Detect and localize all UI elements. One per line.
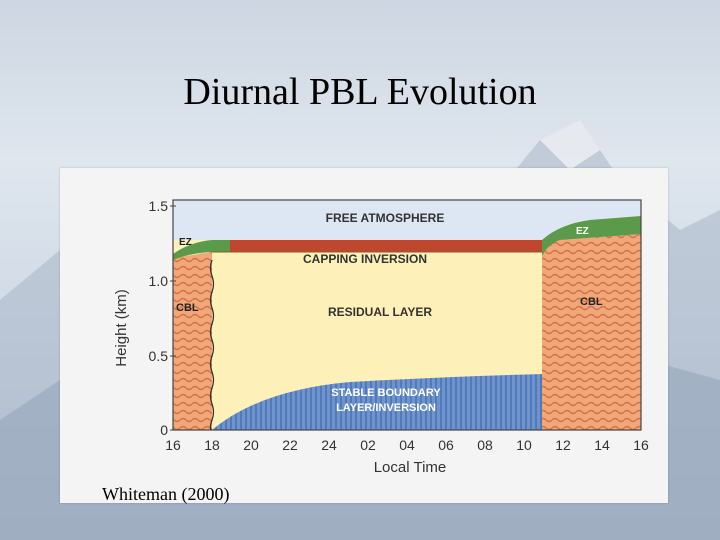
- x-tick-label: 04: [399, 437, 415, 453]
- x-ticks: 16 18 20 22 24 02 04 06 08 10 12 14 16: [165, 437, 649, 453]
- y-tick-label: 1.5: [149, 198, 169, 214]
- x-axis-label: Local Time: [374, 459, 447, 476]
- cbl-right-label: CBL: [580, 296, 603, 308]
- stable-layer-label-line1: STABLE BOUNDARY: [331, 387, 441, 399]
- capping-inversion-band: [230, 240, 542, 252]
- y-tick-label: 0: [160, 422, 168, 438]
- slide-title: Diurnal PBL Evolution: [183, 71, 537, 113]
- x-tick-label: 12: [555, 437, 571, 453]
- cbl-boundary-line: [209, 259, 215, 430]
- left-entrainment-zone: [173, 240, 230, 260]
- free-atmosphere-label: FREE ATMOSPHERE: [326, 211, 445, 225]
- x-tick-label: 22: [282, 437, 298, 453]
- y-tick-label: 1.0: [149, 273, 169, 289]
- pbl-diagram: FREE ATMOSPHERE CAPPING INVERSION RESIDU…: [113, 198, 649, 476]
- x-tick-label: 16: [633, 437, 649, 453]
- x-tick-label: 16: [165, 437, 181, 453]
- ez-right-label: EZ: [576, 226, 589, 237]
- figure-credit: Whiteman (2000): [102, 484, 230, 504]
- x-tick-label: 06: [438, 437, 454, 453]
- x-tick-label: 10: [516, 437, 532, 453]
- stable-boundary-layer-region: [212, 374, 544, 430]
- left-cbl-region: [173, 252, 212, 430]
- pbl-diagram-figure: FREE ATMOSPHERE CAPPING INVERSION RESIDU…: [60, 168, 668, 503]
- stable-layer-label-line2: LAYER/INVERSION: [336, 402, 436, 414]
- y-axis-label: Height (km): [113, 289, 130, 367]
- ez-left-label: EZ: [179, 237, 192, 248]
- right-entrainment-zone: [542, 216, 641, 256]
- x-tick-label: 02: [360, 437, 376, 453]
- x-tick-label: 08: [477, 437, 493, 453]
- y-ticks: 1.5 1.0 0.5 0: [149, 198, 176, 438]
- x-tick-label: 18: [204, 437, 220, 453]
- residual-layer-label: RESIDUAL LAYER: [328, 305, 432, 319]
- x-tick-label: 24: [321, 437, 337, 453]
- x-tick-label: 14: [594, 437, 610, 453]
- cbl-left-label: CBL: [176, 302, 199, 314]
- y-tick-label: 0.5: [149, 348, 169, 364]
- x-tick-label: 20: [243, 437, 259, 453]
- right-cbl-region: [542, 234, 641, 430]
- capping-inversion-label: CAPPING INVERSION: [303, 252, 427, 266]
